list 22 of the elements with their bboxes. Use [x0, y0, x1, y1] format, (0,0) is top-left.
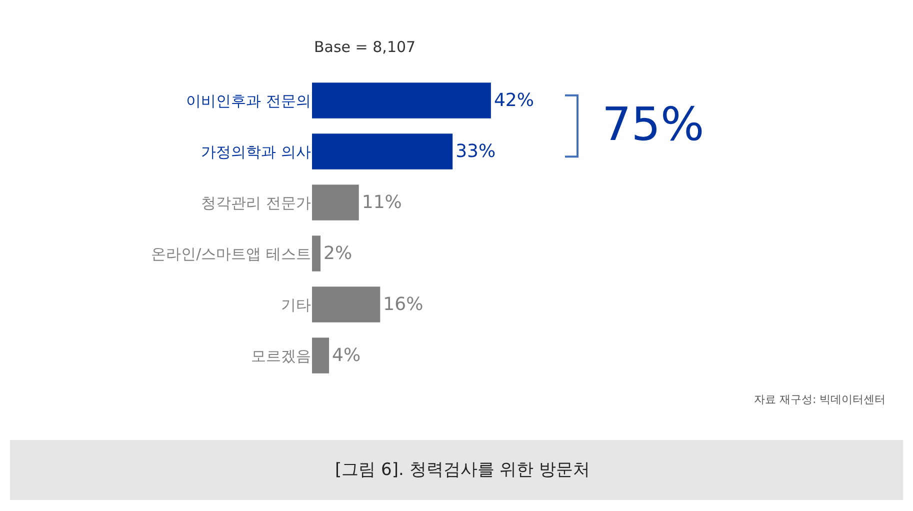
y-tick-label: 기타: [281, 296, 311, 314]
y-tick-label: 가정의학과 의사: [201, 142, 311, 161]
y-tick-label: 청각관리 전문가: [201, 194, 311, 212]
bar: [312, 134, 453, 170]
data-label: 4%: [332, 345, 361, 366]
bar: [312, 82, 491, 118]
y-tick-label: 모르겠음: [251, 346, 311, 365]
data-label: 11%: [362, 192, 402, 213]
data-label: 16%: [383, 294, 424, 315]
bar: [312, 236, 321, 272]
bar: [312, 338, 330, 374]
bar: [312, 286, 380, 322]
data-label: 33%: [456, 141, 496, 162]
text: [그림 6]. 청력검사를 위한 방문처: [335, 460, 590, 480]
text: Base = 8,107: [314, 38, 416, 56]
data-label: 2%: [324, 243, 352, 264]
bar: [312, 184, 359, 220]
y-tick-label: 이비인후과 전문의: [186, 92, 311, 110]
text: 75%: [602, 97, 704, 151]
data-label: 42%: [494, 90, 534, 111]
text: 자료 재구성: 빅데이터센터: [754, 393, 886, 406]
y-tick-label: 온라인/스마트앱 테스트: [151, 244, 311, 263]
